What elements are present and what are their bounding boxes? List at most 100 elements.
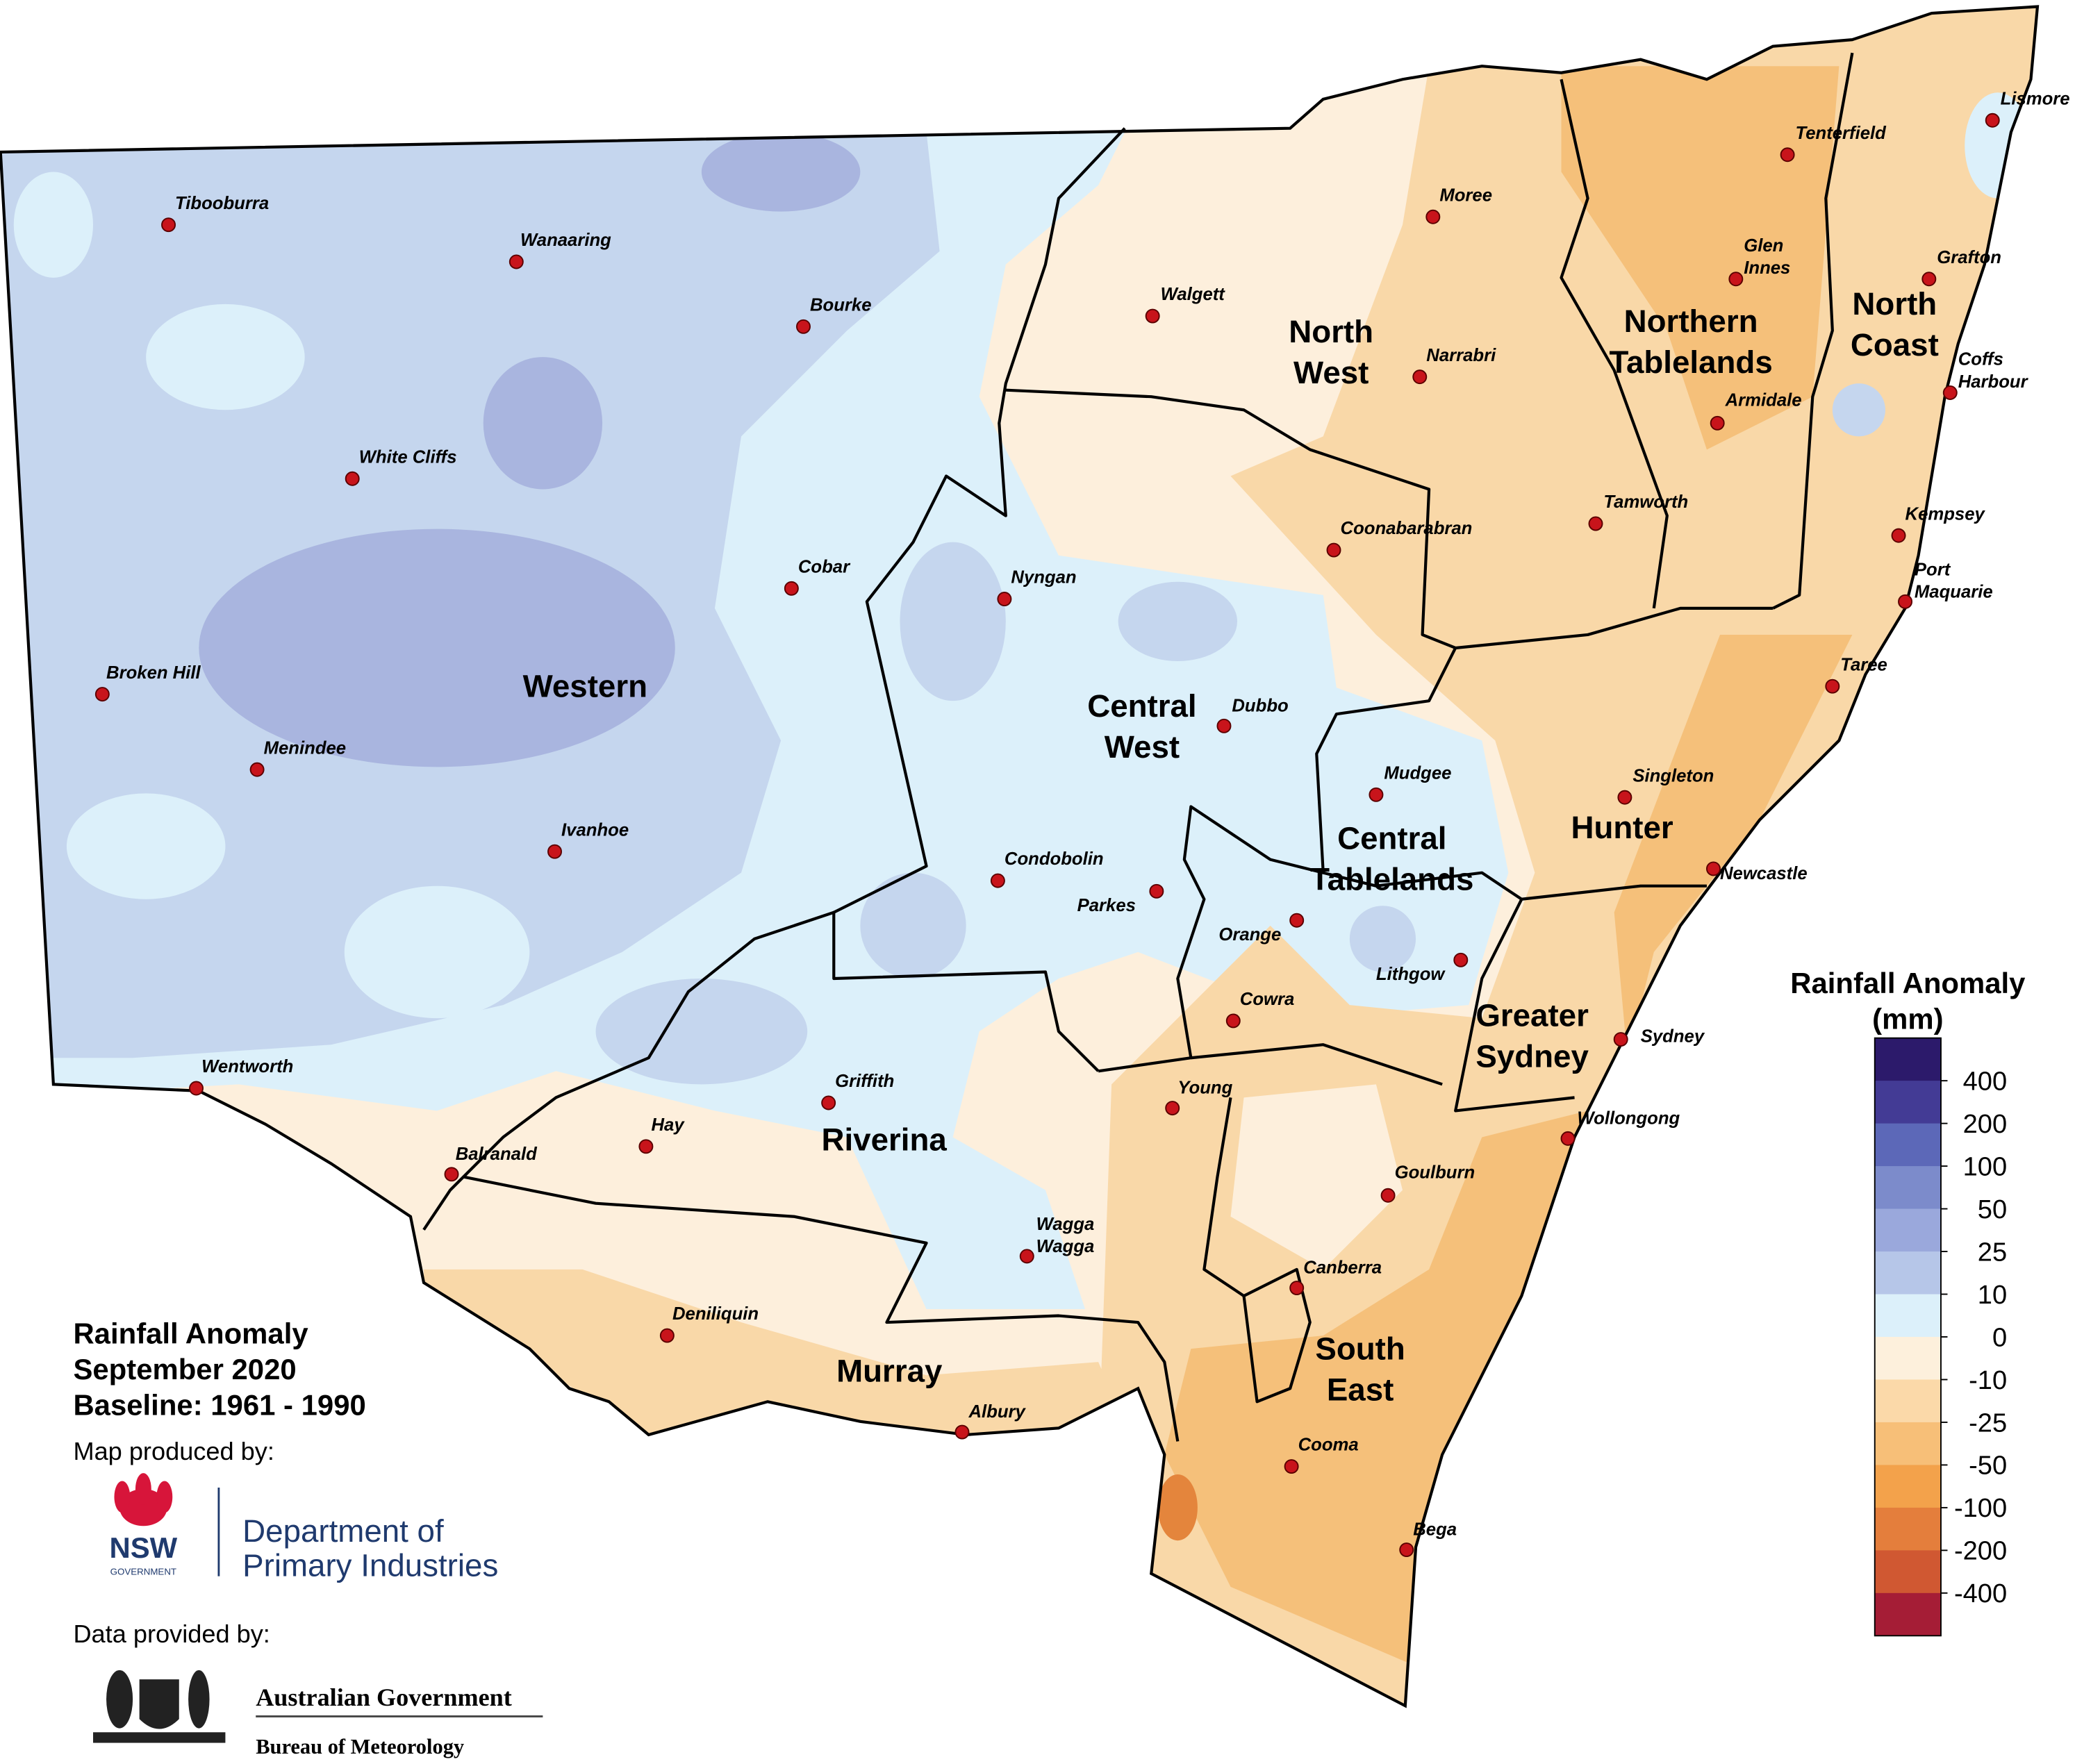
town-label: Mudgee [1384,763,1451,783]
legend-swatch [1874,1422,1941,1465]
map-title: Rainfall Anomaly [73,1317,308,1350]
town-label: Wagga [1036,1215,1095,1234]
town-dot [1145,308,1160,324]
town-label: Coonabarabran [1341,519,1473,538]
town-dot [1780,147,1795,163]
town-dot [1921,272,1937,287]
data-by: Data provided by: [73,1620,270,1648]
town-label: Wollongong [1577,1108,1680,1128]
town-label: Wanaaring [520,231,611,250]
town-label: White Cliffs [359,447,457,467]
region-label: Tablelands [1310,861,1473,897]
town-label: Tibooburra [175,194,269,213]
town-label: Grafton [1937,248,2001,267]
town-dot [1613,1032,1628,1047]
town-label: Canberra [1303,1258,1382,1278]
town-dot [1380,1188,1396,1203]
legend-tick-label: 0 [1992,1323,2007,1352]
region-label: Murray [836,1354,943,1389]
town-dot [990,873,1005,888]
town-label: Armidale [1725,391,1802,410]
town-label: Bega [1413,1520,1457,1540]
region-label: Hunter [1571,810,1673,845]
produced-by: Map produced by: [73,1437,274,1465]
legend-swatch [1874,1081,1941,1124]
town-label: Lismore [2001,89,2070,108]
legend-swatch [1874,1251,1941,1295]
town-dot [1369,787,1384,802]
town-label: Albury [968,1402,1026,1422]
legend-swatch [1874,1038,1941,1081]
coat-of-arms [93,1670,226,1743]
legend-swatch [1874,1550,1941,1594]
town-label: Cowra [1240,990,1295,1009]
town-label: Wagga [1036,1237,1095,1256]
town-label: Hay [652,1115,686,1135]
legend-swatch [1874,1294,1941,1338]
town-label: Tenterfield [1796,124,1887,143]
town-dot [1289,913,1305,928]
town-dot [659,1328,675,1343]
town-dot [1399,1542,1414,1558]
legend-tick-label: 400 [1963,1067,2008,1096]
region-label: North [1852,286,1937,322]
town-label: Deniliquin [672,1304,759,1324]
town-dot [249,762,265,777]
town-dot [94,687,110,702]
region-label: Northern [1624,303,1758,339]
town-dot [1225,1013,1241,1029]
town-dot [1149,883,1164,899]
town-dot [1284,1459,1299,1474]
town-label: Griffith [835,1072,894,1091]
town-label: Broken Hill [106,663,201,683]
town-dot [1453,952,1469,967]
town-dot [638,1139,654,1154]
legend-swatch [1874,1123,1941,1167]
town-label: Innes [1744,258,1790,278]
legend-swatch [1874,1208,1941,1252]
town-dot [1898,594,1913,609]
region-label: Tablelands [1609,344,1772,380]
region-label: West [1105,729,1180,765]
town-dot [1891,528,1906,543]
town-dot [444,1167,459,1182]
town-dot [821,1095,836,1110]
region-label: East [1327,1372,1394,1407]
region-label: Sydney [1475,1039,1589,1074]
town-label: Maquarie [1915,583,1993,602]
town-dot [1019,1249,1034,1264]
town-dot [1710,415,1725,431]
legend-tick-label: -25 [1969,1408,2007,1438]
legend-tick-label: 50 [1978,1195,2007,1224]
town-dot [1326,542,1341,558]
legend-swatch [1874,1507,1941,1551]
town-label: Young [1177,1079,1232,1098]
nsw-logo: NSW [110,1531,178,1564]
town-dot [1289,1281,1305,1296]
legend-tick-label: -10 [1969,1366,2007,1395]
legend-tick-label: -100 [1954,1494,2007,1523]
dpi-name: Primary Industries [242,1548,498,1583]
town-label: Kempsey [1905,504,1986,524]
town-dot [1942,385,1958,400]
town-label: Narrabri [1426,346,1496,365]
map-title: September 2020 [73,1353,296,1386]
legend-title: Rainfall Anomaly [1790,967,2026,999]
region-label: Western [523,668,647,704]
town-label: Cobar [798,557,851,576]
town-label: Cooma [1298,1436,1359,1455]
town-label: Goulburn [1395,1163,1475,1183]
town-dot [1425,209,1441,224]
legend-swatch [1874,1379,1941,1423]
map-title: Baseline: 1961 - 1990 [73,1388,365,1421]
region-label: Coast [1851,327,1939,363]
region-label: South [1315,1331,1405,1366]
region-label: West [1293,355,1369,390]
legend-tick-label: 25 [1978,1238,2007,1267]
town-dot [189,1081,204,1096]
region-label: Riverina [821,1122,947,1158]
town-label: Taree [1840,655,1887,674]
